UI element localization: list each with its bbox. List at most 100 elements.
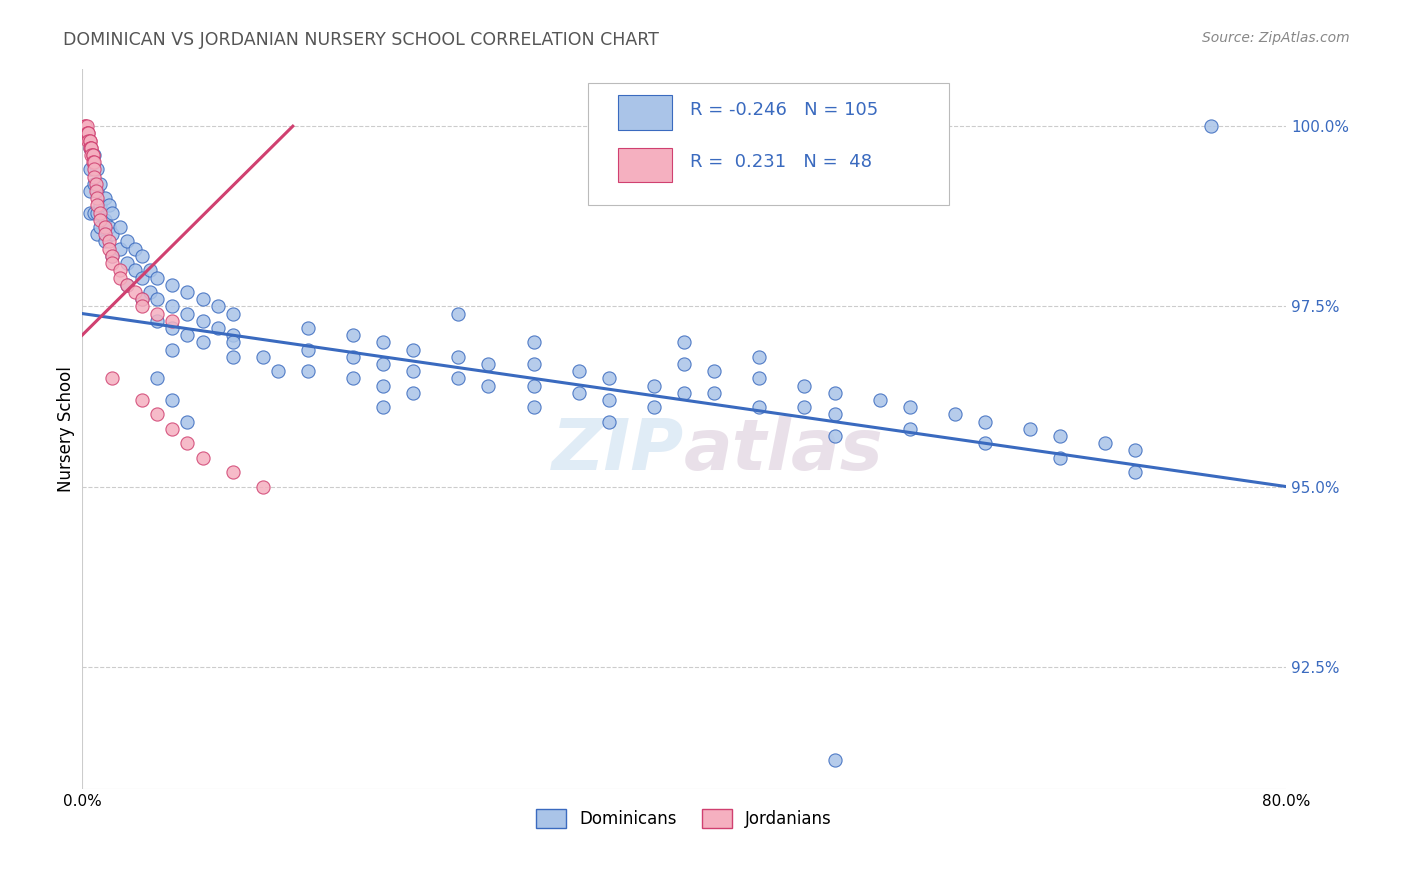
Point bbox=[297, 364, 319, 378]
Point bbox=[162, 392, 184, 407]
Point bbox=[93, 227, 115, 242]
Point bbox=[79, 141, 101, 155]
Point bbox=[447, 371, 470, 385]
Point bbox=[793, 378, 815, 392]
Point bbox=[402, 364, 425, 378]
Point bbox=[86, 191, 108, 205]
Text: DOMINICAN VS JORDANIAN NURSERY SCHOOL CORRELATION CHART: DOMINICAN VS JORDANIAN NURSERY SCHOOL CO… bbox=[63, 31, 659, 49]
Point bbox=[86, 162, 108, 177]
Point bbox=[82, 155, 104, 169]
Point bbox=[131, 249, 153, 263]
Point bbox=[191, 292, 214, 306]
Point bbox=[89, 177, 111, 191]
Point bbox=[101, 205, 124, 219]
Point bbox=[79, 184, 101, 198]
Point bbox=[643, 378, 665, 392]
Point bbox=[793, 401, 815, 415]
Point bbox=[124, 285, 146, 299]
Point bbox=[76, 127, 98, 141]
Point bbox=[643, 401, 665, 415]
Point bbox=[267, 364, 290, 378]
Point bbox=[146, 314, 169, 328]
Point bbox=[108, 220, 131, 235]
Point bbox=[869, 392, 891, 407]
Point bbox=[84, 177, 107, 191]
Point bbox=[447, 350, 470, 364]
Point bbox=[86, 198, 108, 212]
Point bbox=[93, 220, 115, 235]
Point bbox=[191, 335, 214, 350]
Point bbox=[402, 385, 425, 400]
Point bbox=[176, 436, 198, 450]
Point bbox=[974, 436, 997, 450]
Point bbox=[101, 249, 124, 263]
Point bbox=[77, 127, 100, 141]
Point bbox=[824, 408, 846, 422]
Point bbox=[101, 256, 124, 270]
Point bbox=[974, 415, 997, 429]
Point bbox=[101, 227, 124, 242]
Point bbox=[89, 198, 111, 212]
Point bbox=[79, 134, 101, 148]
Point bbox=[108, 242, 131, 256]
Point bbox=[131, 299, 153, 313]
Text: R = -0.246   N = 105: R = -0.246 N = 105 bbox=[690, 102, 879, 120]
Point bbox=[124, 242, 146, 256]
Point bbox=[176, 415, 198, 429]
Point bbox=[86, 227, 108, 242]
Point bbox=[146, 270, 169, 285]
Point bbox=[77, 134, 100, 148]
Point bbox=[79, 141, 101, 155]
Point bbox=[1125, 465, 1147, 479]
Point bbox=[673, 357, 696, 371]
Point bbox=[1019, 422, 1042, 436]
Point bbox=[139, 285, 162, 299]
Point bbox=[221, 307, 243, 321]
Point bbox=[371, 357, 394, 371]
Point bbox=[824, 385, 846, 400]
Text: ZIP: ZIP bbox=[551, 416, 685, 485]
Point bbox=[176, 307, 198, 321]
Point bbox=[207, 299, 229, 313]
Point bbox=[79, 134, 101, 148]
Point bbox=[79, 162, 101, 177]
Point bbox=[89, 220, 111, 235]
Point bbox=[342, 328, 364, 343]
Point bbox=[76, 119, 98, 133]
Point bbox=[221, 350, 243, 364]
Point bbox=[191, 450, 214, 465]
Point bbox=[79, 205, 101, 219]
Point bbox=[748, 350, 770, 364]
Point bbox=[207, 321, 229, 335]
Point bbox=[371, 401, 394, 415]
Point bbox=[748, 401, 770, 415]
Point bbox=[1094, 436, 1116, 450]
Point bbox=[523, 357, 546, 371]
Point bbox=[371, 378, 394, 392]
Point bbox=[89, 205, 111, 219]
Point bbox=[1125, 443, 1147, 458]
Point bbox=[598, 371, 620, 385]
Point bbox=[84, 184, 107, 198]
Point bbox=[673, 335, 696, 350]
Point bbox=[523, 401, 546, 415]
Point bbox=[371, 335, 394, 350]
Point bbox=[252, 479, 274, 493]
Point bbox=[124, 263, 146, 277]
Point bbox=[75, 119, 97, 133]
Point bbox=[1049, 450, 1071, 465]
Point bbox=[703, 364, 725, 378]
Point bbox=[477, 378, 499, 392]
Point bbox=[146, 371, 169, 385]
Point bbox=[83, 155, 105, 169]
Point bbox=[117, 256, 139, 270]
Point bbox=[75, 119, 97, 133]
Point bbox=[342, 350, 364, 364]
Point bbox=[568, 385, 591, 400]
Point bbox=[101, 249, 124, 263]
Point bbox=[93, 235, 115, 249]
Point bbox=[146, 292, 169, 306]
Point bbox=[146, 307, 169, 321]
Point bbox=[83, 205, 105, 219]
Point bbox=[252, 350, 274, 364]
